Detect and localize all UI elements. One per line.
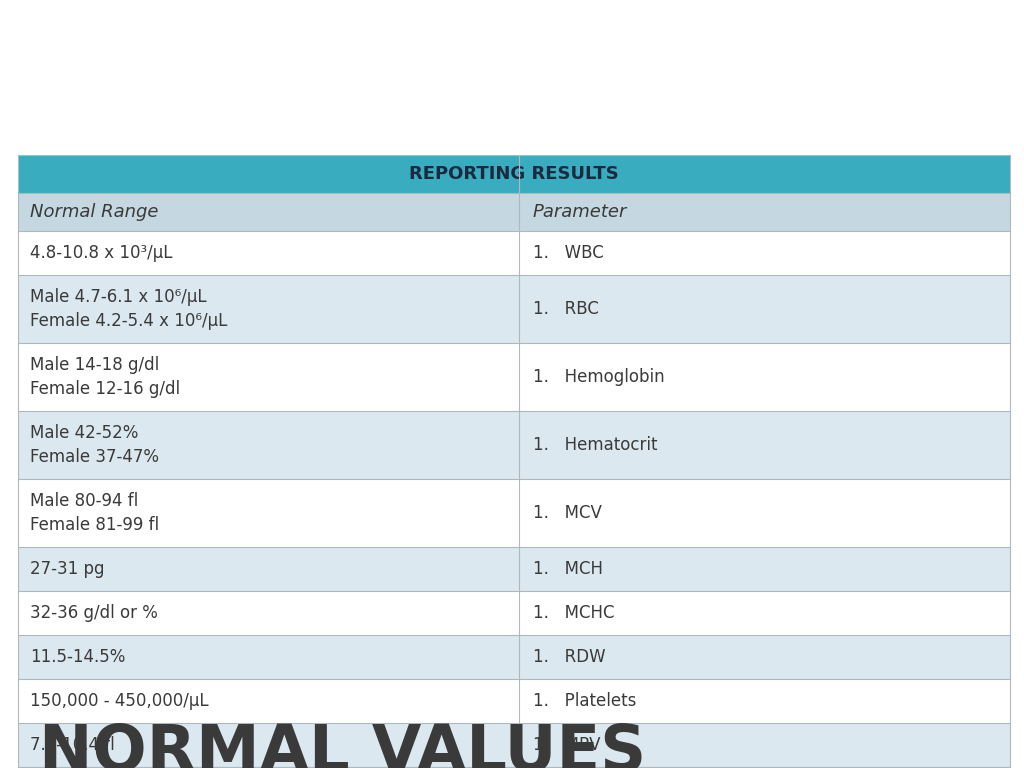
- Bar: [18, 155, 1010, 193]
- Bar: [18, 411, 1010, 479]
- Text: 7.4-10.4 fl: 7.4-10.4 fl: [30, 736, 115, 754]
- Text: Male 14-18 g/dl
Female 12-16 g/dl: Male 14-18 g/dl Female 12-16 g/dl: [30, 356, 180, 399]
- Bar: [18, 193, 1010, 231]
- Bar: [18, 479, 1010, 547]
- Text: 1.   RBC: 1. RBC: [532, 300, 599, 318]
- Bar: [18, 343, 1010, 411]
- Text: 1.   WBC: 1. WBC: [532, 244, 604, 262]
- Text: 150,000 - 450,000/μL: 150,000 - 450,000/μL: [30, 692, 209, 710]
- Bar: [18, 231, 1010, 275]
- Bar: [18, 547, 1010, 591]
- Text: Male 80-94 fl
Female 81-99 fl: Male 80-94 fl Female 81-99 fl: [30, 492, 159, 535]
- Text: Male 4.7-6.1 x 10⁶/μL
Female 4.2-5.4 x 10⁶/μL: Male 4.7-6.1 x 10⁶/μL Female 4.2-5.4 x 1…: [30, 287, 227, 330]
- Text: 4.8-10.8 x 10³/μL: 4.8-10.8 x 10³/μL: [30, 244, 172, 262]
- Bar: [18, 591, 1010, 635]
- Bar: [18, 275, 1010, 343]
- Text: 1.   MCH: 1. MCH: [532, 560, 603, 578]
- Text: REPORTING RESULTS: REPORTING RESULTS: [410, 165, 618, 183]
- Text: 11.5-14.5%: 11.5-14.5%: [30, 648, 125, 666]
- Text: 1.   Hemoglobin: 1. Hemoglobin: [532, 368, 665, 386]
- Bar: [18, 723, 1010, 767]
- Text: Male 42-52%
Female 37-47%: Male 42-52% Female 37-47%: [30, 423, 159, 466]
- Bar: [18, 635, 1010, 679]
- Text: 27-31 pg: 27-31 pg: [30, 560, 104, 578]
- Text: Normal Range: Normal Range: [30, 203, 159, 221]
- Text: 32-36 g/dl or %: 32-36 g/dl or %: [30, 604, 158, 622]
- Text: 1.   MPV: 1. MPV: [532, 736, 600, 754]
- Text: NORMAL VALUES: NORMAL VALUES: [39, 722, 646, 768]
- Text: 1.   MCHC: 1. MCHC: [532, 604, 614, 622]
- Text: Parameter: Parameter: [532, 203, 628, 221]
- Text: 1.   Platelets: 1. Platelets: [532, 692, 636, 710]
- Text: 1.   Hematocrit: 1. Hematocrit: [532, 436, 657, 454]
- Bar: [18, 679, 1010, 723]
- Text: 1.   RDW: 1. RDW: [532, 648, 605, 666]
- Text: 1.   MCV: 1. MCV: [532, 504, 602, 522]
